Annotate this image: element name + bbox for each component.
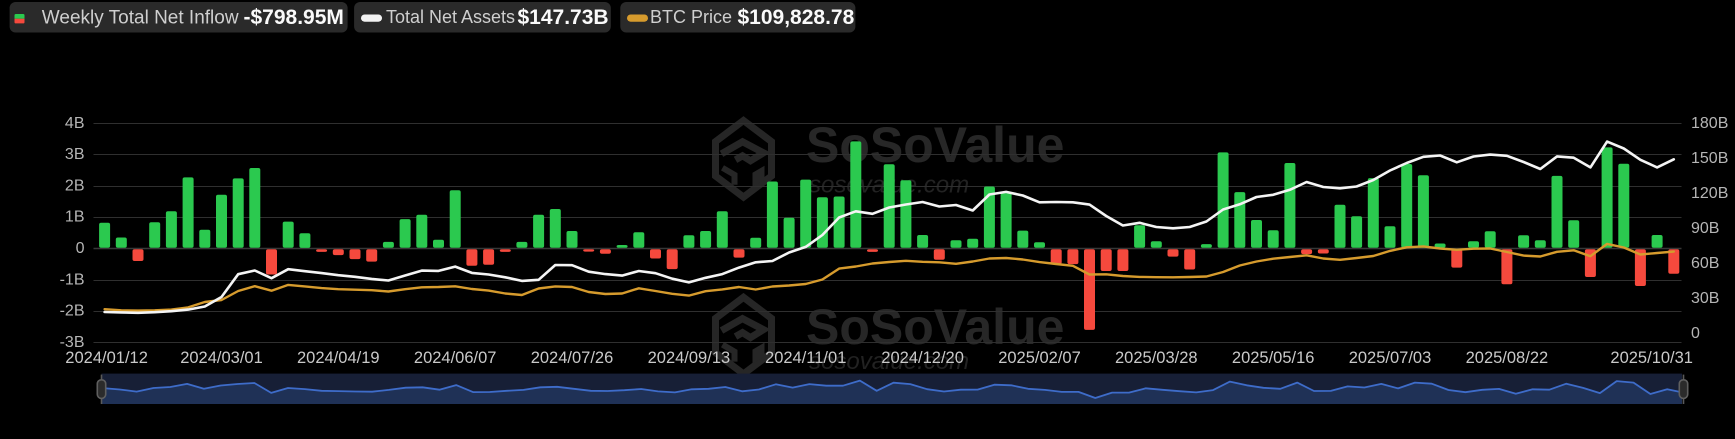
svg-text:SoSoValue: SoSoValue <box>806 299 1064 355</box>
svg-text:180B: 180B <box>1691 115 1728 132</box>
svg-text:30B: 30B <box>1691 290 1719 307</box>
svg-text:150B: 150B <box>1691 150 1728 167</box>
svg-text:4B: 4B <box>65 115 85 132</box>
svg-text:1B: 1B <box>65 209 85 226</box>
svg-text:2024/09/13: 2024/09/13 <box>648 349 731 367</box>
svg-text:2025/05/16: 2025/05/16 <box>1232 349 1315 367</box>
svg-text:2024/11/01: 2024/11/01 <box>765 349 846 367</box>
svg-text:2025/03/28: 2025/03/28 <box>1115 349 1198 367</box>
svg-text:-$798.95M: -$798.95M <box>244 6 344 29</box>
svg-text:BTC Price: BTC Price <box>650 7 732 27</box>
svg-text:SoSoValue: SoSoValue <box>806 117 1064 173</box>
svg-text:-3B: -3B <box>60 334 85 351</box>
svg-text:2025/08/22: 2025/08/22 <box>1466 349 1549 367</box>
svg-text:2025/02/07: 2025/02/07 <box>998 349 1081 367</box>
svg-text:sosovalue.com: sosovalue.com <box>809 348 969 375</box>
svg-text:Weekly Total Net Inflow: Weekly Total Net Inflow <box>42 7 239 28</box>
svg-text:3B: 3B <box>65 146 85 163</box>
svg-text:60B: 60B <box>1691 255 1719 272</box>
svg-text:$147.73B: $147.73B <box>518 6 609 29</box>
svg-text:2024/04/19: 2024/04/19 <box>297 349 380 367</box>
svg-text:120B: 120B <box>1691 185 1728 202</box>
svg-text:2025/10/31: 2025/10/31 <box>1610 349 1693 367</box>
svg-text:2B: 2B <box>65 177 85 194</box>
svg-text:Total Net Assets: Total Net Assets <box>386 7 515 27</box>
svg-text:2024/06/07: 2024/06/07 <box>414 349 497 367</box>
svg-text:0: 0 <box>76 240 85 257</box>
svg-text:2025/07/03: 2025/07/03 <box>1349 349 1432 367</box>
svg-text:0: 0 <box>1691 325 1700 342</box>
svg-text:2024/03/01: 2024/03/01 <box>180 349 263 367</box>
svg-text:$109,828.78: $109,828.78 <box>738 6 855 29</box>
svg-text:90B: 90B <box>1691 220 1719 237</box>
svg-text:2024/01/12: 2024/01/12 <box>65 349 148 367</box>
svg-text:-1B: -1B <box>60 271 85 288</box>
svg-text:-2B: -2B <box>60 303 85 320</box>
svg-text:2024/07/26: 2024/07/26 <box>531 349 614 367</box>
svg-text:2024/12/20: 2024/12/20 <box>881 349 964 367</box>
